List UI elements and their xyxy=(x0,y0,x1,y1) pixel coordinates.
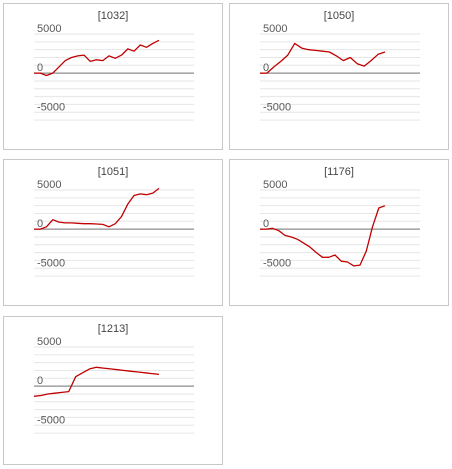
y-tick-label: 0 xyxy=(263,62,269,74)
chart-panel-1051: [1051] 5000 0 -5000 xyxy=(3,159,223,306)
chart-panel-1032: [1032] 5000 0 -5000 xyxy=(3,3,223,150)
y-tick-label: -5000 xyxy=(37,101,65,113)
y-tick-label: 0 xyxy=(37,375,43,387)
y-tick-label: 5000 xyxy=(37,23,61,35)
chart-plot-1050: 5000 0 -5000 xyxy=(260,23,420,121)
chart-plot-1176: 5000 0 -5000 xyxy=(260,179,420,277)
chart-plot-1213: 5000 0 -5000 xyxy=(33,336,194,434)
y-tick-label: 5000 xyxy=(37,179,61,191)
chart-title: [1176] xyxy=(324,166,354,178)
chart-plot-1051: 5000 0 -5000 xyxy=(34,179,194,277)
y-tick-label: 0 xyxy=(37,62,43,74)
y-tick-label: -5000 xyxy=(37,414,65,426)
chart-title: [1050] xyxy=(323,10,355,22)
chart-panel-1213: [1213] 5000 0 -5000 xyxy=(3,316,223,465)
y-tick-label: 5000 xyxy=(263,23,287,35)
y-tick-label: -5000 xyxy=(263,257,291,269)
chart-title: [1213] xyxy=(97,323,129,335)
series-line xyxy=(33,366,160,397)
chart-panel-1050: [1050] 5000 0 -5000 xyxy=(229,3,449,150)
series-line xyxy=(260,42,386,74)
series-line xyxy=(260,205,386,267)
chart-plot-1032: 5000 0 -5000 xyxy=(34,23,194,121)
y-tick-label: -5000 xyxy=(263,101,291,113)
y-tick-label: 5000 xyxy=(263,179,287,191)
chart-panel-1176: [1176] 5000 0 -5000 xyxy=(229,159,449,306)
chart-title: [1051] xyxy=(97,166,129,178)
series-line xyxy=(34,187,160,230)
y-tick-label: 0 xyxy=(263,218,269,230)
y-tick-label: -5000 xyxy=(37,257,65,269)
chart-title: [1032] xyxy=(97,10,129,22)
y-tick-label: 5000 xyxy=(37,336,61,348)
y-tick-label: 0 xyxy=(37,218,43,230)
series-line xyxy=(34,39,160,77)
